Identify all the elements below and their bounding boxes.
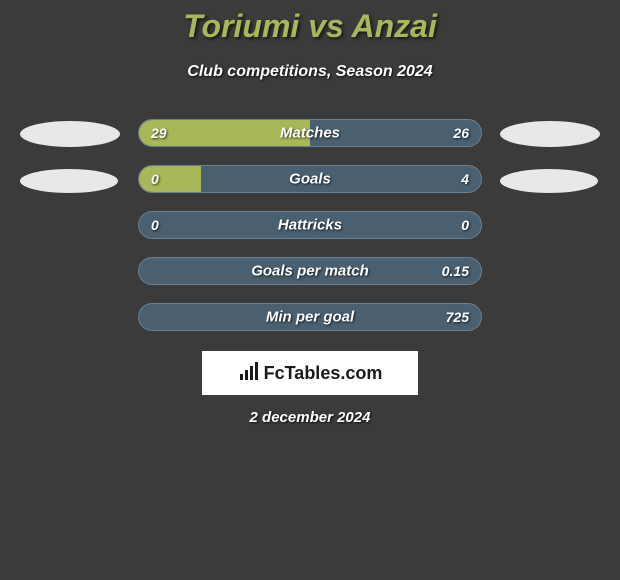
left-player-avatars xyxy=(20,119,120,193)
avatar-placeholder xyxy=(20,121,120,147)
stat-value-right: 0.15 xyxy=(442,263,469,279)
fctables-logo[interactable]: FcTables.com xyxy=(202,351,418,395)
page-title: Toriumi vs Anzai xyxy=(0,8,620,45)
stats-bars: 29Matches260Goals40Hattricks0Goals per m… xyxy=(138,119,482,331)
stat-value-right: 4 xyxy=(461,171,469,187)
avatar-placeholder xyxy=(500,121,600,147)
stat-label: Hattricks xyxy=(139,217,481,234)
stat-value-right: 26 xyxy=(453,125,469,141)
stat-bar: 0Hattricks0 xyxy=(138,211,482,239)
stats-area: 29Matches260Goals40Hattricks0Goals per m… xyxy=(0,119,620,331)
chart-icon xyxy=(238,360,260,387)
stat-label: Matches xyxy=(139,125,481,142)
stat-value-right: 725 xyxy=(446,309,469,325)
logo-text: FcTables.com xyxy=(264,363,383,384)
avatar-placeholder xyxy=(20,169,118,193)
stat-bar: Min per goal725 xyxy=(138,303,482,331)
avatar-placeholder xyxy=(500,169,598,193)
stat-bar: 29Matches26 xyxy=(138,119,482,147)
stat-label: Min per goal xyxy=(139,309,481,326)
subtitle: Club competitions, Season 2024 xyxy=(0,63,620,81)
stat-bar: Goals per match0.15 xyxy=(138,257,482,285)
date-label: 2 december 2024 xyxy=(0,409,620,426)
right-player-avatars xyxy=(500,119,600,193)
stat-label: Goals xyxy=(139,171,481,188)
stat-bar: 0Goals4 xyxy=(138,165,482,193)
stat-value-right: 0 xyxy=(461,217,469,233)
stat-label: Goals per match xyxy=(139,263,481,280)
stats-container: Toriumi vs Anzai Club competitions, Seas… xyxy=(0,0,620,426)
